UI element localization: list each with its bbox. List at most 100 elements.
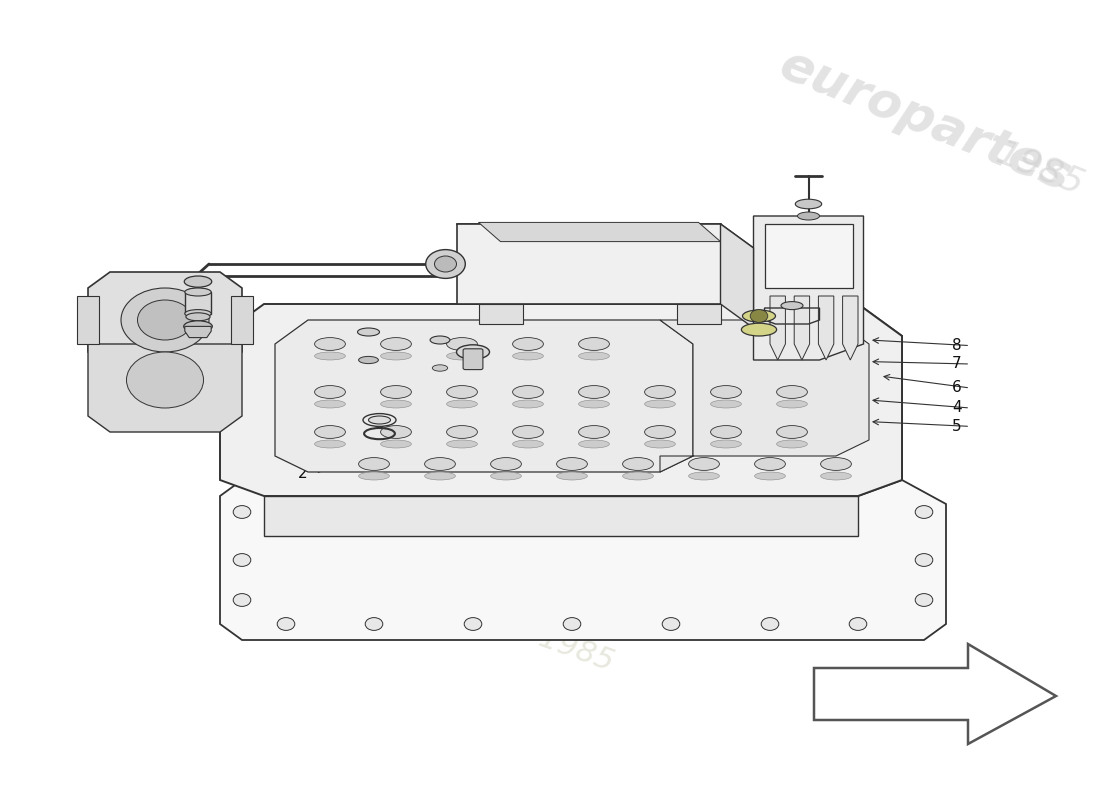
Text: 14: 14 bbox=[502, 298, 521, 313]
Polygon shape bbox=[88, 344, 242, 432]
Ellipse shape bbox=[711, 440, 741, 448]
Ellipse shape bbox=[689, 472, 719, 480]
Polygon shape bbox=[794, 296, 810, 360]
Circle shape bbox=[761, 618, 779, 630]
Ellipse shape bbox=[777, 400, 807, 408]
Ellipse shape bbox=[381, 386, 411, 398]
Polygon shape bbox=[220, 480, 946, 640]
Circle shape bbox=[915, 506, 933, 518]
Ellipse shape bbox=[359, 356, 378, 363]
Ellipse shape bbox=[821, 472, 851, 480]
Ellipse shape bbox=[513, 338, 543, 350]
Ellipse shape bbox=[456, 345, 490, 359]
Text: 1: 1 bbox=[298, 449, 307, 463]
Ellipse shape bbox=[755, 472, 785, 480]
Ellipse shape bbox=[645, 440, 675, 448]
Ellipse shape bbox=[186, 288, 210, 296]
Ellipse shape bbox=[447, 400, 477, 408]
Circle shape bbox=[915, 594, 933, 606]
Ellipse shape bbox=[645, 426, 675, 438]
Ellipse shape bbox=[711, 386, 741, 398]
Polygon shape bbox=[764, 224, 853, 288]
Text: 11: 11 bbox=[672, 359, 692, 374]
Polygon shape bbox=[231, 296, 253, 344]
Ellipse shape bbox=[755, 458, 785, 470]
Ellipse shape bbox=[645, 386, 675, 398]
Ellipse shape bbox=[186, 313, 210, 321]
Ellipse shape bbox=[513, 440, 543, 448]
Ellipse shape bbox=[777, 440, 807, 448]
Ellipse shape bbox=[579, 440, 609, 448]
Ellipse shape bbox=[315, 338, 345, 350]
Ellipse shape bbox=[315, 440, 345, 448]
Polygon shape bbox=[720, 224, 754, 328]
Circle shape bbox=[662, 618, 680, 630]
Ellipse shape bbox=[742, 310, 775, 322]
Ellipse shape bbox=[689, 458, 719, 470]
Ellipse shape bbox=[381, 338, 411, 350]
Ellipse shape bbox=[425, 458, 455, 470]
Circle shape bbox=[849, 618, 867, 630]
Polygon shape bbox=[456, 224, 720, 304]
Ellipse shape bbox=[185, 276, 211, 287]
Ellipse shape bbox=[185, 310, 211, 318]
Ellipse shape bbox=[821, 458, 851, 470]
Circle shape bbox=[233, 594, 251, 606]
Ellipse shape bbox=[557, 458, 587, 470]
Circle shape bbox=[233, 554, 251, 566]
Text: 13: 13 bbox=[117, 337, 136, 351]
Ellipse shape bbox=[447, 352, 477, 360]
Polygon shape bbox=[660, 320, 869, 472]
Circle shape bbox=[915, 554, 933, 566]
Ellipse shape bbox=[381, 440, 411, 448]
Polygon shape bbox=[843, 296, 858, 360]
Circle shape bbox=[464, 618, 482, 630]
Ellipse shape bbox=[185, 288, 211, 296]
Ellipse shape bbox=[358, 328, 379, 336]
Ellipse shape bbox=[579, 338, 609, 350]
Ellipse shape bbox=[579, 386, 609, 398]
Ellipse shape bbox=[368, 416, 390, 424]
Ellipse shape bbox=[741, 323, 777, 336]
Ellipse shape bbox=[557, 472, 587, 480]
Circle shape bbox=[138, 300, 192, 340]
Circle shape bbox=[434, 256, 456, 272]
Ellipse shape bbox=[513, 400, 543, 408]
Ellipse shape bbox=[623, 472, 653, 480]
Text: 15: 15 bbox=[117, 369, 136, 383]
FancyBboxPatch shape bbox=[463, 349, 483, 370]
Polygon shape bbox=[220, 304, 902, 496]
Polygon shape bbox=[478, 222, 720, 242]
Text: 6: 6 bbox=[953, 381, 961, 395]
Ellipse shape bbox=[579, 352, 609, 360]
Text: 17: 17 bbox=[117, 399, 136, 414]
Ellipse shape bbox=[447, 338, 477, 350]
Ellipse shape bbox=[315, 426, 345, 438]
Ellipse shape bbox=[579, 400, 609, 408]
Ellipse shape bbox=[381, 426, 411, 438]
Text: 4: 4 bbox=[953, 401, 961, 415]
Ellipse shape bbox=[315, 352, 345, 360]
Ellipse shape bbox=[447, 386, 477, 398]
Polygon shape bbox=[88, 272, 242, 368]
Ellipse shape bbox=[711, 426, 741, 438]
Circle shape bbox=[121, 288, 209, 352]
Ellipse shape bbox=[623, 458, 653, 470]
Ellipse shape bbox=[777, 426, 807, 438]
Circle shape bbox=[426, 250, 465, 278]
Polygon shape bbox=[814, 644, 1056, 744]
Text: 12: 12 bbox=[672, 375, 692, 390]
Ellipse shape bbox=[795, 199, 822, 209]
Text: a passion since 1985: a passion since 1985 bbox=[306, 539, 618, 677]
Ellipse shape bbox=[381, 352, 411, 360]
Polygon shape bbox=[478, 304, 522, 324]
Polygon shape bbox=[77, 296, 99, 344]
Ellipse shape bbox=[381, 400, 411, 408]
Ellipse shape bbox=[777, 386, 807, 398]
Text: 3: 3 bbox=[298, 430, 307, 445]
Ellipse shape bbox=[359, 472, 389, 480]
Text: europartes: europartes bbox=[140, 259, 784, 669]
Ellipse shape bbox=[645, 400, 675, 408]
Ellipse shape bbox=[447, 440, 477, 448]
Circle shape bbox=[277, 618, 295, 630]
